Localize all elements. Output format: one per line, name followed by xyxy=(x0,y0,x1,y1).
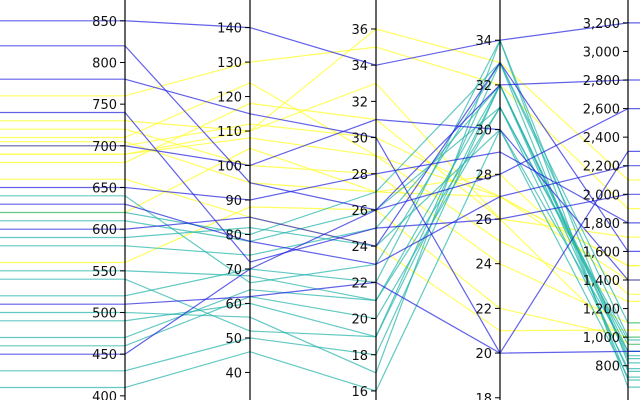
tick-label: 26 xyxy=(475,213,492,228)
tick-label: 3,200 xyxy=(583,17,620,32)
tick-label: 22 xyxy=(475,302,492,317)
tick-label: 2,000 xyxy=(583,188,620,203)
tick-label: 50 xyxy=(225,332,242,347)
axis-5: 800 1,000 1,200 1,400 1,600 1,800 2,000 2,200 2,… xyxy=(583,0,629,400)
tick-label: 18 xyxy=(351,349,368,364)
tick-label: 110 xyxy=(217,125,242,140)
tick-label: 750 xyxy=(92,98,117,113)
tick-label: 2,600 xyxy=(583,103,620,118)
tick-label: 32 xyxy=(475,79,492,94)
tick-label: 1,800 xyxy=(583,217,620,232)
tick-label: 34 xyxy=(475,34,492,49)
tick-label: 30 xyxy=(351,132,368,147)
tick-label: 28 xyxy=(475,168,492,183)
tick-label: 140 xyxy=(217,22,242,37)
tick-label: 26 xyxy=(351,204,368,219)
tick-label: 20 xyxy=(475,347,492,362)
tick-label: 40 xyxy=(225,366,242,381)
tick-label: 36 xyxy=(351,23,368,38)
tick-label: 130 xyxy=(217,56,242,71)
tick-label: 22 xyxy=(351,276,368,291)
tick-label: 500 xyxy=(92,307,117,322)
tick-label: 400 xyxy=(92,390,117,400)
tick-label: 2,400 xyxy=(583,131,620,146)
tick-label: 2,800 xyxy=(583,74,620,89)
tick-label: 650 xyxy=(92,182,117,197)
tick-label: 1,400 xyxy=(583,274,620,289)
tick-label: 30 xyxy=(475,124,492,139)
tick-label: 70 xyxy=(225,263,242,278)
tick-label: 2,200 xyxy=(583,160,620,175)
tick-label: 34 xyxy=(351,59,368,74)
series-lines xyxy=(0,20,640,392)
axis-4: 18 20 22 24 26 28 30 32 34 xyxy=(475,0,501,400)
tick-label: 120 xyxy=(217,91,242,106)
tick-label: 550 xyxy=(92,265,117,280)
tick-label: 20 xyxy=(351,313,368,328)
tick-label: 28 xyxy=(351,168,368,183)
tick-label: 24 xyxy=(475,258,492,273)
tick-label: 90 xyxy=(225,194,242,209)
tick-label: 800 xyxy=(595,360,620,375)
tick-label: 1,600 xyxy=(583,245,620,260)
tick-label: 800 xyxy=(92,57,117,72)
tick-label: 16 xyxy=(351,385,368,400)
tick-label: 850 xyxy=(92,15,117,30)
tick-label: 3,000 xyxy=(583,45,620,60)
tick-label: 18 xyxy=(475,392,492,400)
tick-label: 450 xyxy=(92,348,117,363)
tick-label: 1,000 xyxy=(583,331,620,346)
tick-label: 600 xyxy=(92,223,117,238)
tick-label: 700 xyxy=(92,140,117,155)
tick-label: 1,200 xyxy=(583,303,620,318)
tick-label: 60 xyxy=(225,297,242,312)
tick-label: 24 xyxy=(351,240,368,255)
axis-2: 40 50 60 70 80 90 100 110 120 130 140 xyxy=(217,0,251,400)
tick-label: 100 xyxy=(217,160,242,175)
axis-1: 400 450 500 550 600 650 700 750 800 850 xyxy=(92,0,126,400)
tick-label: 80 xyxy=(225,228,242,243)
tick-label: 32 xyxy=(351,95,368,110)
axis-3: 16 18 20 22 24 26 28 30 32 34 36 xyxy=(351,0,377,400)
axes: 400 450 500 550 600 650 700 750 800 850 40 50 60 70 80… xyxy=(92,0,629,400)
